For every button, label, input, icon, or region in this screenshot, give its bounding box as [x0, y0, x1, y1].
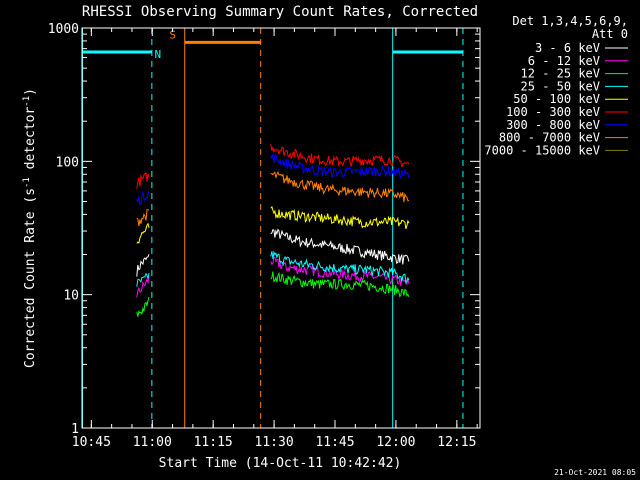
series-line: [136, 190, 150, 206]
y-tick-label: 10: [63, 289, 79, 304]
series-line: [136, 296, 150, 317]
flag-label: S: [169, 28, 176, 41]
series-line: [136, 222, 150, 244]
legend-label: 50 - 100 keV: [513, 92, 600, 106]
series-line: [270, 250, 410, 285]
legend-label: 25 - 50 keV: [521, 79, 600, 93]
legend-label: 300 - 800 keV: [506, 118, 600, 132]
series-line: [270, 153, 410, 179]
y-tick-label: 100: [56, 155, 79, 170]
y-tick-label: 1000: [48, 22, 79, 37]
x-tick-label: 11:45: [315, 435, 354, 450]
x-tick-label: 11:00: [133, 435, 172, 450]
series-line: [270, 144, 410, 168]
flag-label: N: [155, 48, 162, 61]
series-line: [270, 256, 410, 286]
series-line: [136, 172, 150, 189]
footer-date: 21-Oct-2021 08:05: [554, 468, 636, 477]
legend-label: 12 - 25 keV: [521, 67, 600, 81]
y-tick-label: 1: [71, 422, 79, 437]
chart-title: RHESSI Observing Summary Count Rates, Co…: [82, 4, 478, 20]
legend-label: 3 - 6 keV: [535, 41, 600, 55]
y-axis-label: Corrected Count Rate (s-1 detector-1): [22, 88, 38, 368]
series-line: [270, 170, 410, 203]
x-tick-label: 10:45: [72, 435, 111, 450]
legend-header-line1: Det 1,3,4,5,6,9,: [512, 14, 628, 28]
series-line: [270, 205, 410, 230]
series-line: [270, 228, 410, 265]
series-line: [136, 277, 150, 298]
x-tick-label: 11:15: [194, 435, 233, 450]
legend-label: 7000 - 15000 keV: [484, 143, 600, 157]
x-tick-label: 12:15: [437, 435, 476, 450]
y-axis: 1 10 100 1000: [48, 22, 480, 437]
series-layer: [136, 144, 410, 317]
legend-label: 100 - 300 keV: [506, 105, 600, 119]
x-tick-label: 12:00: [376, 435, 415, 450]
series-line: [136, 254, 150, 277]
plot-frame: [81, 27, 481, 429]
legend-label: 800 - 7000 keV: [499, 131, 600, 145]
series-line: [136, 209, 150, 227]
series-line: [270, 271, 410, 298]
x-axis: 10:45 11:00 11:15 11:30 11:45 12:00 12:15: [72, 28, 478, 450]
x-axis-label: Start Time (14-Oct-11 10:42:42): [159, 456, 402, 471]
legend-header-line2: Att 0: [592, 27, 628, 41]
legend-label: 6 - 12 keV: [528, 54, 600, 68]
x-tick-label: 11:30: [255, 435, 294, 450]
series-line: [136, 272, 150, 287]
